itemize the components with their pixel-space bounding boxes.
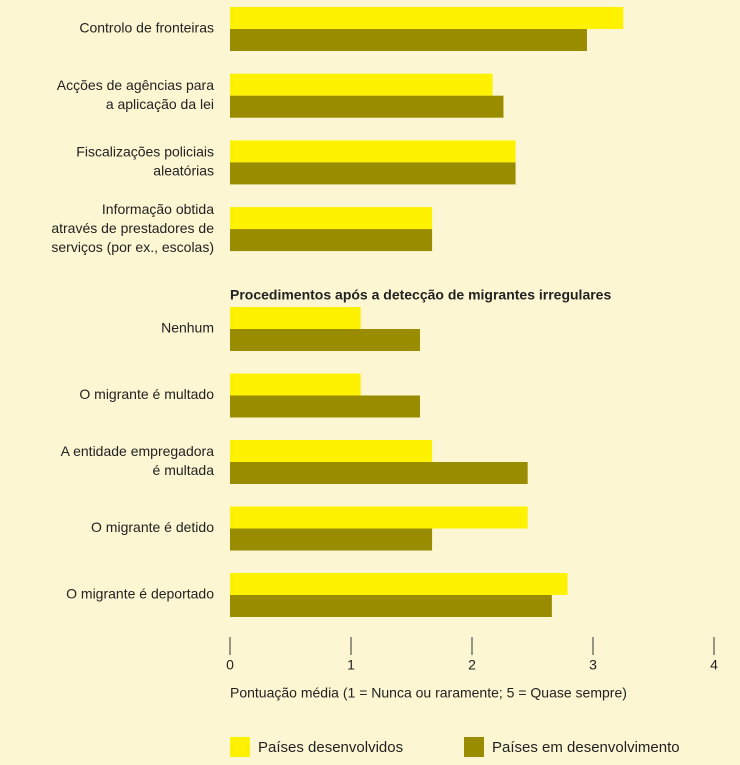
bar bbox=[230, 329, 420, 351]
category-label: é multada bbox=[153, 462, 215, 478]
bar bbox=[230, 7, 624, 29]
bar bbox=[230, 229, 433, 252]
category-label: serviços (por ex., escolas) bbox=[51, 239, 214, 255]
bar bbox=[230, 73, 493, 96]
bar bbox=[230, 140, 516, 163]
category-label: O migrante é deportado bbox=[66, 586, 214, 602]
x-tick-label: 3 bbox=[589, 657, 597, 673]
x-axis-label: Pontuação média (1 = Nunca ou raramente;… bbox=[230, 685, 627, 701]
x-tick-label: 4 bbox=[710, 657, 718, 673]
bar bbox=[230, 207, 433, 230]
category-label: O migrante é multado bbox=[79, 386, 214, 402]
bar bbox=[230, 528, 433, 551]
category-label: Controlo de fronteiras bbox=[79, 20, 214, 36]
bar bbox=[230, 95, 504, 118]
x-tick-label: 1 bbox=[347, 657, 355, 673]
bar bbox=[230, 373, 361, 396]
category-label: Nenhum bbox=[161, 320, 214, 336]
category-label: Acções de agências para bbox=[57, 77, 214, 93]
category-label: a aplicação da lei bbox=[106, 96, 214, 112]
legend-swatch bbox=[230, 737, 250, 757]
bar bbox=[230, 440, 433, 462]
bar bbox=[230, 573, 568, 595]
category-label: Informação obtida bbox=[102, 201, 214, 217]
bar bbox=[230, 307, 361, 329]
section-title: Procedimentos após a detecção de migrant… bbox=[230, 287, 611, 303]
x-tick-label: 2 bbox=[468, 657, 476, 673]
bar bbox=[230, 162, 516, 185]
legend-label: Países desenvolvidos bbox=[258, 739, 403, 756]
category-label: aleatórias bbox=[153, 163, 214, 179]
bar bbox=[230, 595, 552, 617]
category-label: Fiscalizações policiais bbox=[76, 144, 214, 160]
category-label: A entidade empregadora bbox=[61, 443, 215, 459]
category-label: através de prestadores de bbox=[51, 220, 214, 236]
legend-swatch bbox=[464, 737, 484, 757]
legend-label: Países em desenvolvimento bbox=[492, 739, 680, 756]
bar bbox=[230, 29, 587, 51]
bar bbox=[230, 462, 528, 484]
category-label: O migrante é detido bbox=[91, 519, 214, 535]
bar bbox=[230, 395, 420, 418]
x-tick-label: 0 bbox=[226, 657, 234, 673]
bar bbox=[230, 506, 528, 529]
